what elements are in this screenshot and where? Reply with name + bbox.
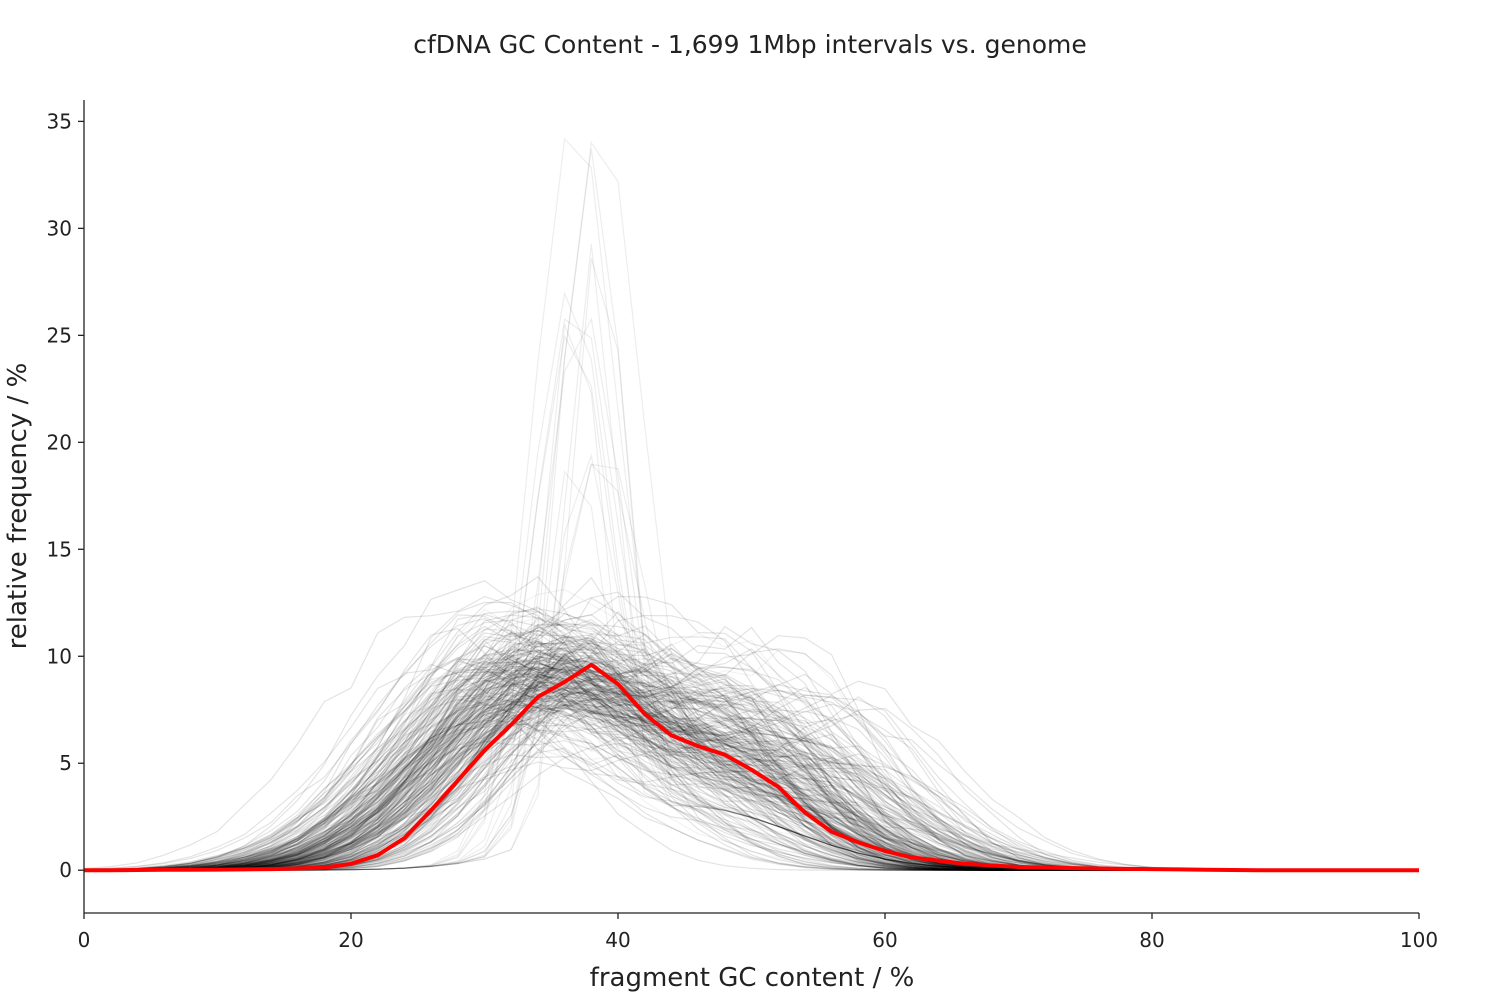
x-tick-label: 0 [78, 928, 91, 952]
y-tick-label: 10 [47, 644, 72, 668]
x-tick-label: 80 [1139, 928, 1164, 952]
axes [83, 100, 1419, 914]
x-tick-label: 40 [605, 928, 630, 952]
interval-line-outlier [84, 453, 1419, 871]
y-tick-label: 35 [47, 109, 72, 133]
y-axis-label: relative frequency / % [3, 363, 33, 650]
y-tick-label: 25 [47, 323, 72, 347]
y-tick-label: 0 [59, 858, 72, 882]
x-ticks: 0 20 40 60 80 100 [78, 913, 1438, 952]
chart-title: cfDNA GC Content - 1,699 1Mbp intervals … [413, 30, 1087, 59]
x-axis-label: fragment GC content / % [590, 963, 915, 993]
genome-series-line [84, 662, 1419, 873]
y-tick-label: 5 [59, 751, 72, 775]
y-tick-label: 30 [47, 216, 72, 240]
interval-lines-group [83, 137, 1419, 871]
x-tick-label: 60 [872, 928, 897, 952]
genome-line-layer [84, 662, 1419, 873]
x-tick-label: 100 [1400, 928, 1438, 952]
y-ticks: 0 5 10 15 20 25 30 35 [47, 109, 84, 882]
x-tick-label: 20 [338, 928, 363, 952]
y-tick-label: 15 [47, 537, 72, 561]
y-tick-label: 20 [47, 430, 72, 454]
